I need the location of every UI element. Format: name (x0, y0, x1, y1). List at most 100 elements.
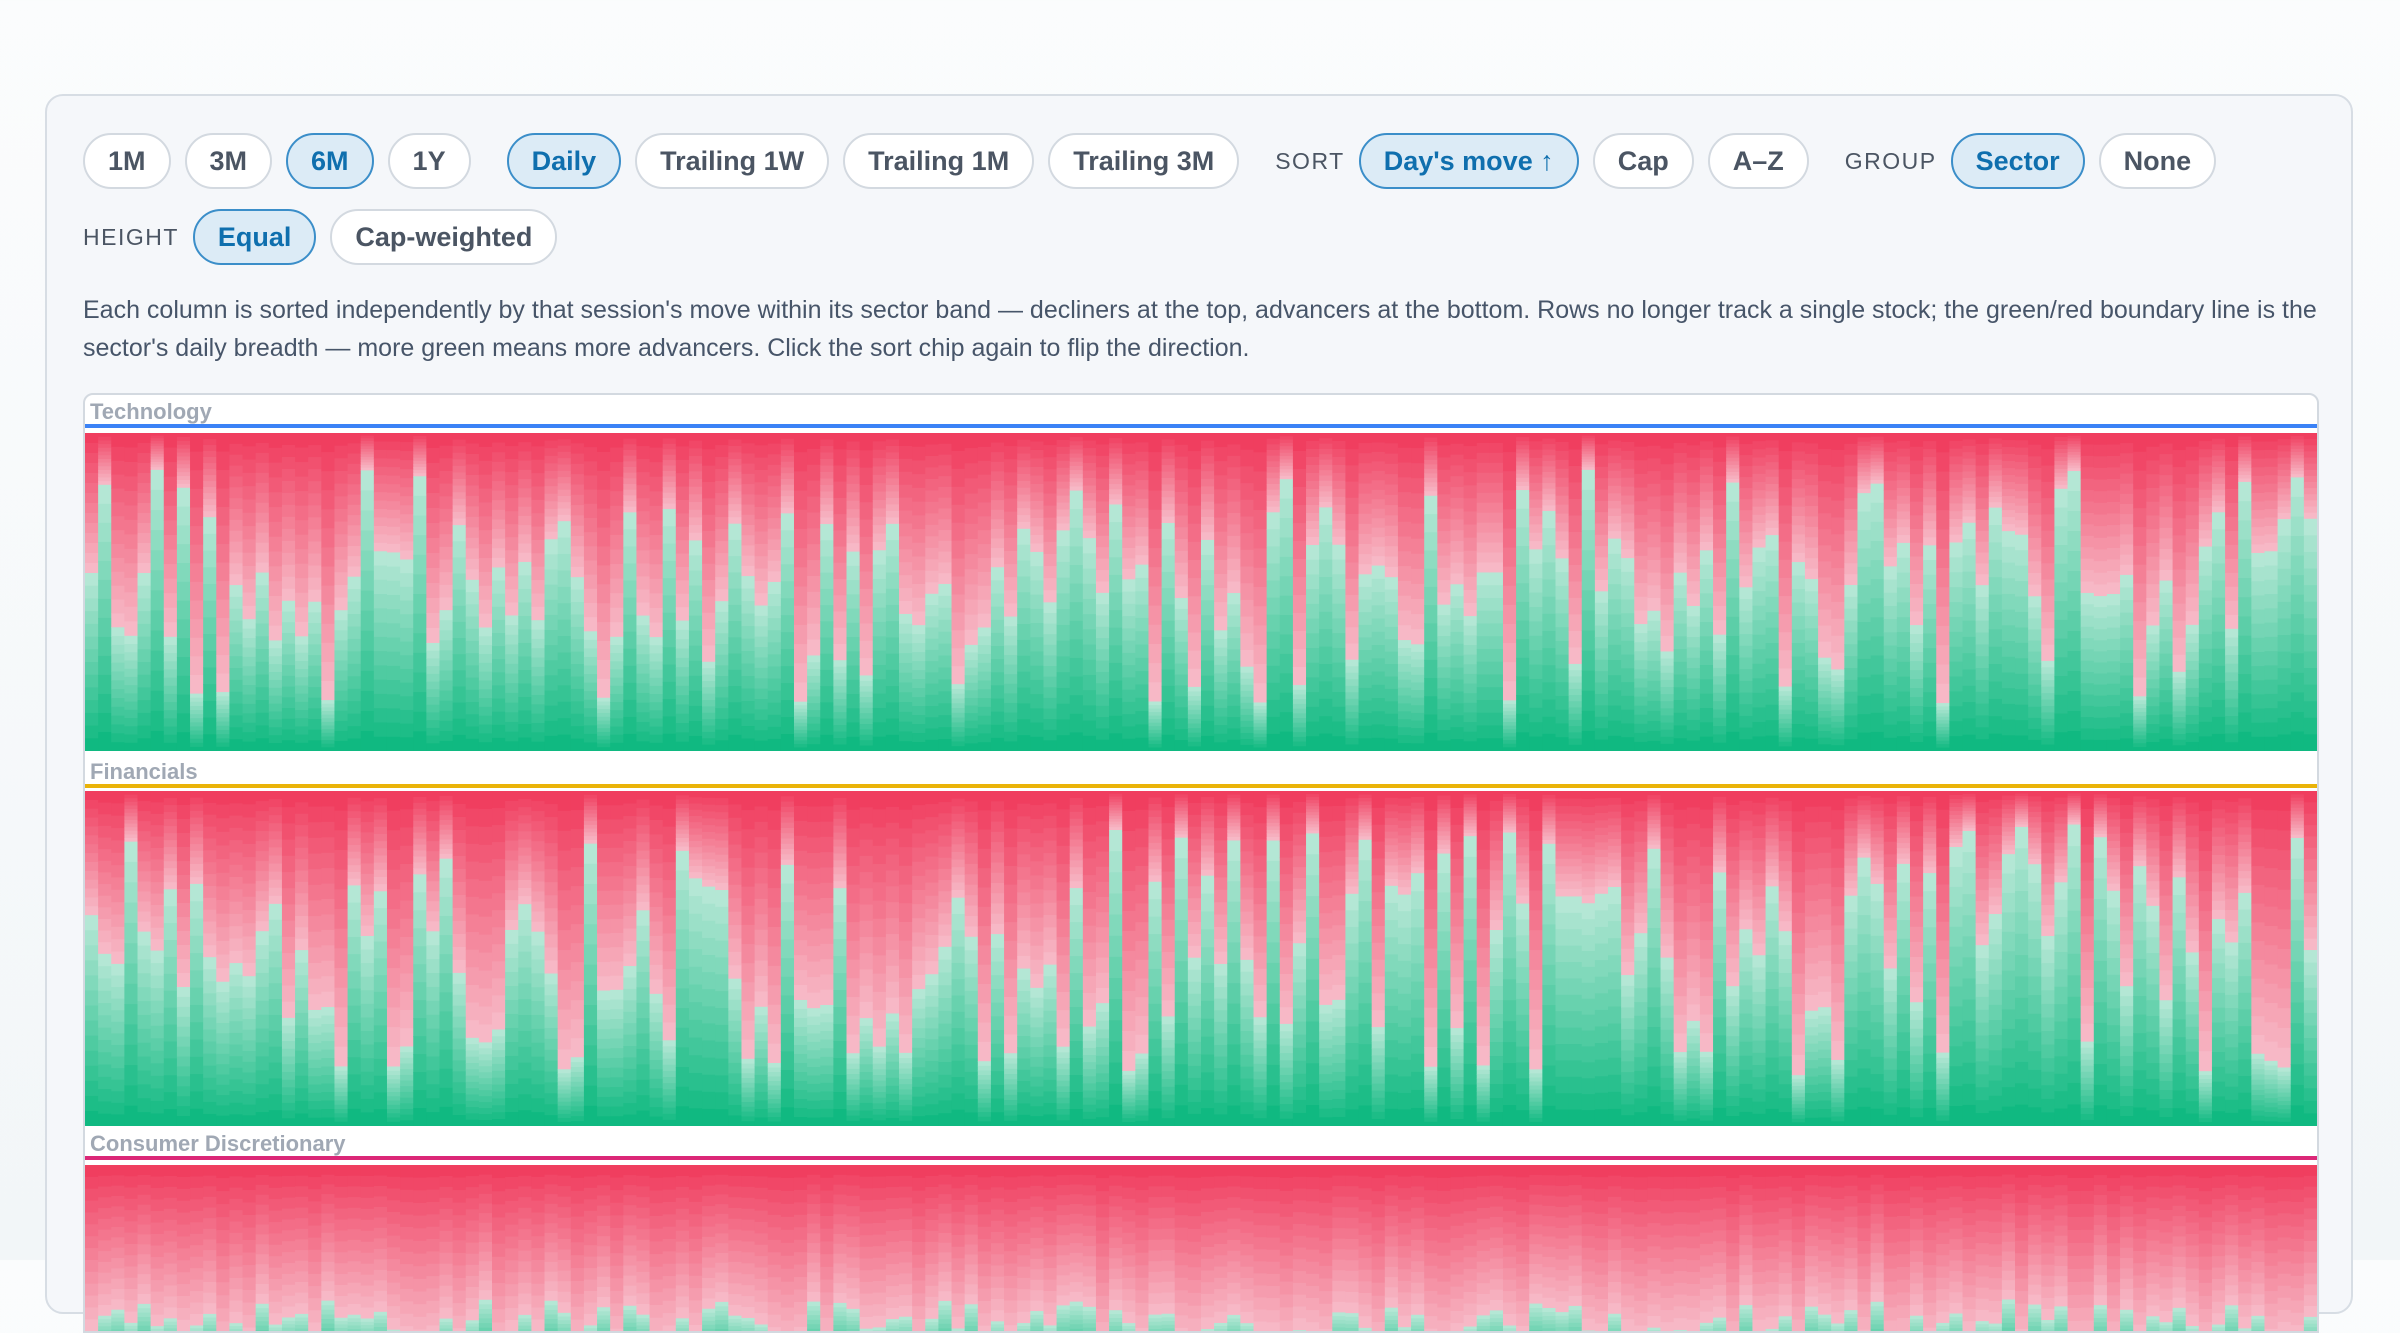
day-column[interactable] (1502, 433, 1517, 751)
day-column[interactable] (570, 433, 585, 751)
day-column[interactable] (386, 433, 401, 751)
day-column[interactable] (505, 433, 519, 751)
day-column[interactable] (1975, 433, 1990, 751)
day-column[interactable] (2146, 433, 2161, 751)
day-column[interactable] (1778, 433, 1793, 751)
day-column[interactable] (163, 433, 178, 751)
window-chip-trailing-3m[interactable]: Trailing 3M (1048, 133, 1240, 189)
day-column[interactable] (268, 433, 283, 751)
day-column[interactable] (1647, 433, 1662, 751)
day-column[interactable] (1017, 433, 1031, 751)
day-column[interactable] (2172, 433, 2187, 751)
day-column[interactable] (1030, 433, 1045, 751)
range-chip-6m[interactable]: 6M (286, 133, 374, 189)
day-column[interactable] (203, 433, 217, 751)
day-column[interactable] (413, 433, 427, 751)
day-column[interactable] (1345, 433, 1360, 751)
day-column[interactable] (1791, 433, 1806, 751)
day-column[interactable] (1279, 433, 1294, 751)
window-chip-daily[interactable]: Daily (506, 133, 622, 189)
day-column[interactable] (1266, 433, 1281, 751)
day-column[interactable] (872, 433, 887, 751)
day-column[interactable] (688, 433, 703, 751)
range-chip-1y[interactable]: 1Y (387, 133, 471, 189)
day-column[interactable] (1174, 433, 1189, 751)
day-column[interactable] (1752, 433, 1767, 751)
day-column[interactable] (1555, 433, 1570, 751)
day-column[interactable] (1135, 433, 1150, 751)
day-column[interactable] (2251, 433, 2266, 751)
day-column[interactable] (1161, 433, 1176, 751)
day-column[interactable] (1411, 433, 1425, 751)
day-column[interactable] (1844, 433, 1859, 751)
day-column[interactable] (2001, 433, 2016, 751)
day-column[interactable] (255, 433, 270, 751)
day-column[interactable] (1463, 433, 1478, 751)
day-column[interactable] (1870, 433, 1885, 751)
day-column[interactable] (1109, 433, 1123, 751)
group-chip-none[interactable]: None (2098, 133, 2217, 189)
day-column[interactable] (1424, 433, 1438, 751)
day-column[interactable] (2303, 433, 2317, 751)
day-column[interactable] (715, 433, 729, 751)
day-column[interactable] (1384, 433, 1399, 751)
day-column[interactable] (1122, 433, 1136, 751)
day-column[interactable] (1896, 433, 1911, 751)
day-column[interactable] (111, 433, 125, 751)
day-column[interactable] (2159, 433, 2174, 751)
day-column[interactable] (767, 433, 782, 751)
day-column[interactable] (400, 433, 414, 751)
day-column[interactable] (2185, 433, 2200, 751)
day-column[interactable] (334, 433, 349, 751)
day-column[interactable] (2211, 433, 2226, 751)
day-column[interactable] (1608, 433, 1622, 751)
day-column[interactable] (2225, 433, 2239, 751)
day-column[interactable] (426, 433, 441, 751)
day-column[interactable] (964, 433, 979, 751)
day-column[interactable] (1542, 433, 1557, 751)
day-column[interactable] (1818, 433, 1832, 751)
day-column[interactable] (531, 433, 546, 751)
day-column[interactable] (885, 433, 900, 751)
day-column[interactable] (2290, 433, 2305, 751)
sort-chip-a-z[interactable]: A–Z (1707, 133, 1809, 189)
day-column[interactable] (321, 433, 336, 751)
day-column[interactable] (150, 433, 165, 751)
day-column[interactable] (2106, 433, 2121, 751)
day-column[interactable] (741, 433, 756, 751)
day-column[interactable] (1634, 433, 1648, 751)
day-column[interactable] (951, 433, 966, 751)
day-column[interactable] (702, 433, 716, 751)
day-column[interactable] (833, 433, 848, 751)
day-column[interactable] (1069, 433, 1084, 751)
day-column[interactable] (2093, 433, 2108, 751)
day-column[interactable] (820, 433, 834, 751)
day-column[interactable] (1581, 433, 1596, 751)
day-column[interactable] (124, 433, 139, 751)
day-column[interactable] (793, 433, 808, 751)
day-column[interactable] (807, 433, 821, 751)
day-column[interactable] (662, 433, 677, 751)
day-column[interactable] (2041, 433, 2056, 751)
day-column[interactable] (846, 433, 861, 751)
day-column[interactable] (780, 433, 795, 751)
day-column[interactable] (938, 433, 953, 751)
sort-chip-cap[interactable]: Cap (1592, 133, 1694, 189)
day-column[interactable] (1056, 433, 1071, 751)
day-column[interactable] (1227, 433, 1241, 751)
day-column[interactable] (1831, 433, 1845, 751)
day-column[interactable] (281, 433, 296, 751)
day-column[interactable] (1660, 433, 1675, 751)
day-column[interactable] (1489, 433, 1504, 751)
day-column[interactable] (557, 433, 572, 751)
height-chip-cap-weighted[interactable]: Cap-weighted (330, 209, 558, 265)
day-column[interactable] (1988, 433, 2003, 751)
day-column[interactable] (2120, 433, 2134, 751)
day-column[interactable] (1082, 433, 1097, 751)
day-column[interactable] (1857, 433, 1872, 751)
day-column[interactable] (636, 433, 651, 751)
day-column[interactable] (137, 433, 152, 751)
day-column[interactable] (1476, 433, 1491, 751)
day-column[interactable] (1437, 433, 1452, 751)
day-column[interactable] (360, 433, 375, 751)
